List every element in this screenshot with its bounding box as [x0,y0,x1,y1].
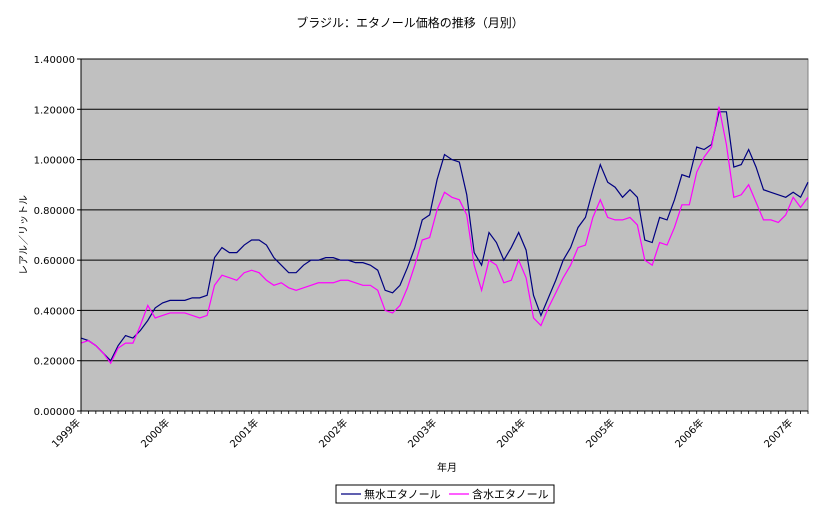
y-tick-label: 0.80000 [34,206,75,217]
legend: 無水エタノール 含水エタノール [335,484,555,504]
x-tick-label: 2002年 [316,416,350,450]
y-axis-ticks: 0.00000 0.20000 0.40000 0.60000 0.80000 1.000… [34,55,81,418]
x-tick-label: 2000年 [138,416,172,450]
y-tick-label: 1.00000 [34,156,75,167]
series-line-anhydrous [80,111,809,362]
plot-area [80,58,809,412]
x-tick-label: 2004年 [494,416,528,450]
x-tick-label: 2005年 [583,416,617,450]
y-tick-label: 0.00000 [34,407,75,418]
legend-label-hydrous: 含水エタノール [472,487,549,501]
y-tick-label: 0.60000 [34,256,75,267]
x-tick-label: 2007年 [761,416,795,450]
series-line-hydrous [80,106,809,365]
grid-lines [81,58,808,362]
x-tick-label: 2001年 [227,416,261,450]
x-tick-label: 2006年 [672,416,706,450]
legend-label-anhydrous: 無水エタノール [364,487,441,501]
x-axis-label: 年月 [437,461,457,474]
x-tick-label: 1999年 [49,416,83,450]
y-tick-label: 1.20000 [34,105,75,116]
y-tick-label: 1.40000 [34,55,75,66]
y-tick-label: 0.40000 [34,306,75,317]
y-axis-label: レアル／リットル [18,195,30,275]
y-tick-label: 0.20000 [34,357,75,368]
x-axis-ticks: 1999年 2000年 2001年 2002年 2003年 2004年 2005年 2006年… [49,411,809,450]
chart-title: ブラジル：エタノール価格の推移（月別） [296,15,523,30]
series-lines [80,106,809,365]
legend-box [335,484,555,504]
x-tick-label: 2003年 [405,416,439,450]
